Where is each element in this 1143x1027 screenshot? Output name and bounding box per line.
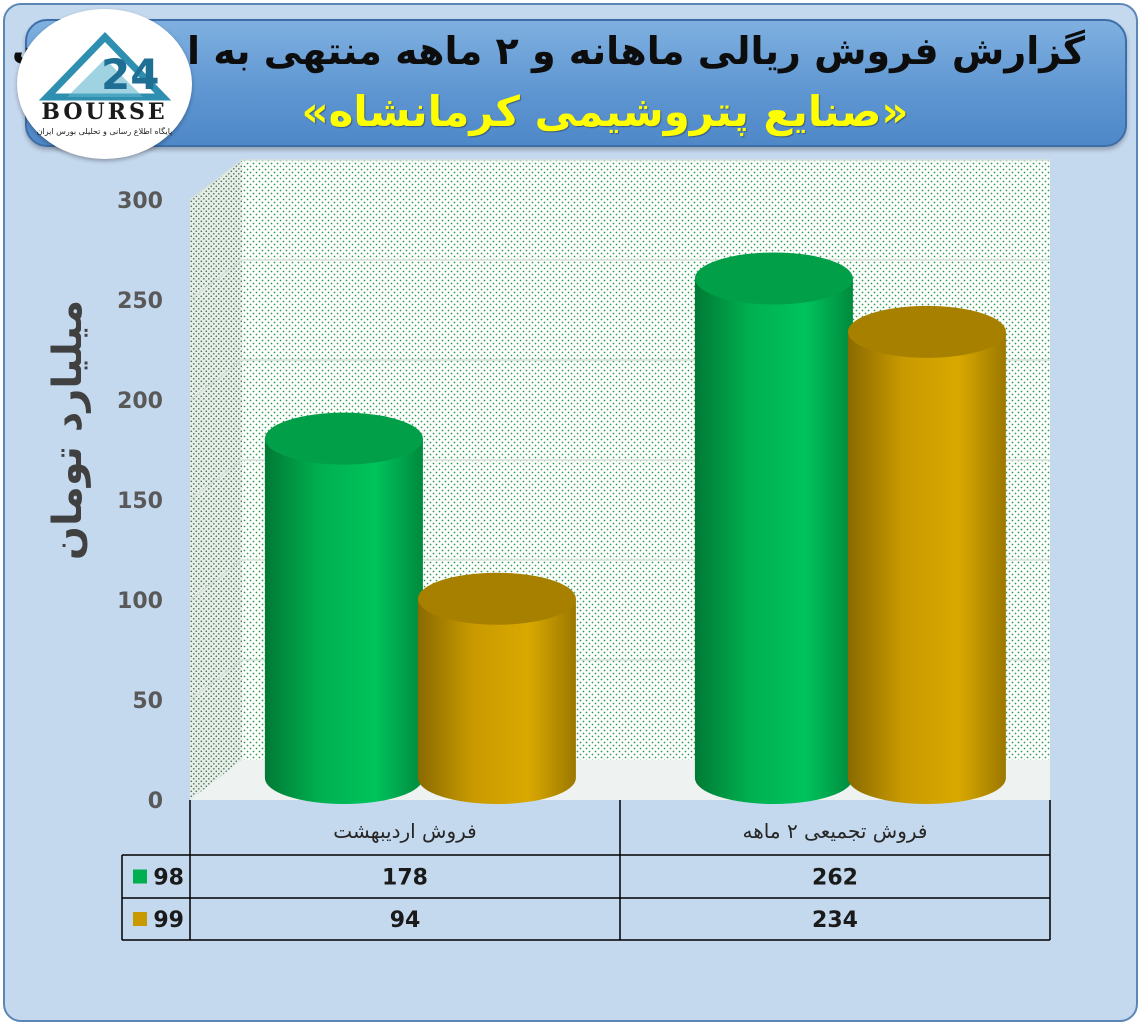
gridline-side xyxy=(189,659,243,701)
bourse24-logo: 24 BOURSE پایگاه اطلاع رسانی و تحلیلی بو… xyxy=(17,9,192,159)
bar-top xyxy=(847,305,1006,358)
gridline-side xyxy=(189,559,243,601)
gridline-side xyxy=(189,259,243,301)
bar-top xyxy=(417,572,576,625)
bar-99-0 xyxy=(417,572,576,804)
data-label: 234 xyxy=(812,908,858,933)
y-tick-label: 150 xyxy=(117,489,163,514)
gridline-side xyxy=(189,159,243,201)
legend-swatch-99 xyxy=(133,912,147,926)
logo-subtitle: پایگاه اطلاع رسانی و تحلیلی بورس ایران xyxy=(36,127,173,136)
logo-brand-text: BOURSE xyxy=(41,99,168,125)
bar-98-0 xyxy=(264,412,423,805)
data-label: 262 xyxy=(812,866,858,891)
gridline-side xyxy=(189,359,243,401)
chart-subtitle: «صنایع پتروشیمی کرمانشاه» xyxy=(301,87,909,136)
logo-mark-icon: 24 xyxy=(38,31,172,101)
legend-label-99: 99 xyxy=(153,908,184,933)
category-label: فروش اردیبهشت xyxy=(333,819,476,843)
bar-body xyxy=(417,598,576,804)
legend-label-98: 98 xyxy=(153,866,184,891)
svg-text:24: 24 xyxy=(101,50,159,99)
bar-body xyxy=(694,278,853,805)
bar-99-1 xyxy=(847,305,1006,805)
gridline-side xyxy=(189,459,243,501)
data-label: 94 xyxy=(390,908,421,933)
bar-top xyxy=(694,252,853,305)
y-tick-label: 100 xyxy=(117,589,163,614)
bar-top xyxy=(264,412,423,465)
y-tick-label: 50 xyxy=(132,689,163,714)
y-tick-label: 250 xyxy=(117,289,163,314)
bar-body xyxy=(847,331,1006,805)
y-tick-label: 0 xyxy=(148,789,163,814)
data-label: 178 xyxy=(382,866,428,891)
bar-body xyxy=(264,438,423,805)
y-tick-label: 300 xyxy=(117,189,163,214)
header-banner: گزارش فروش ریالی ماهانه و ۲ ماهه منتهی ب… xyxy=(5,19,1127,147)
bar-98-1 xyxy=(694,252,853,805)
legend-swatch-98 xyxy=(133,869,147,884)
category-label: فروش تجمیعی ۲ ماهه xyxy=(743,819,928,843)
y-tick-label: 200 xyxy=(117,389,163,414)
